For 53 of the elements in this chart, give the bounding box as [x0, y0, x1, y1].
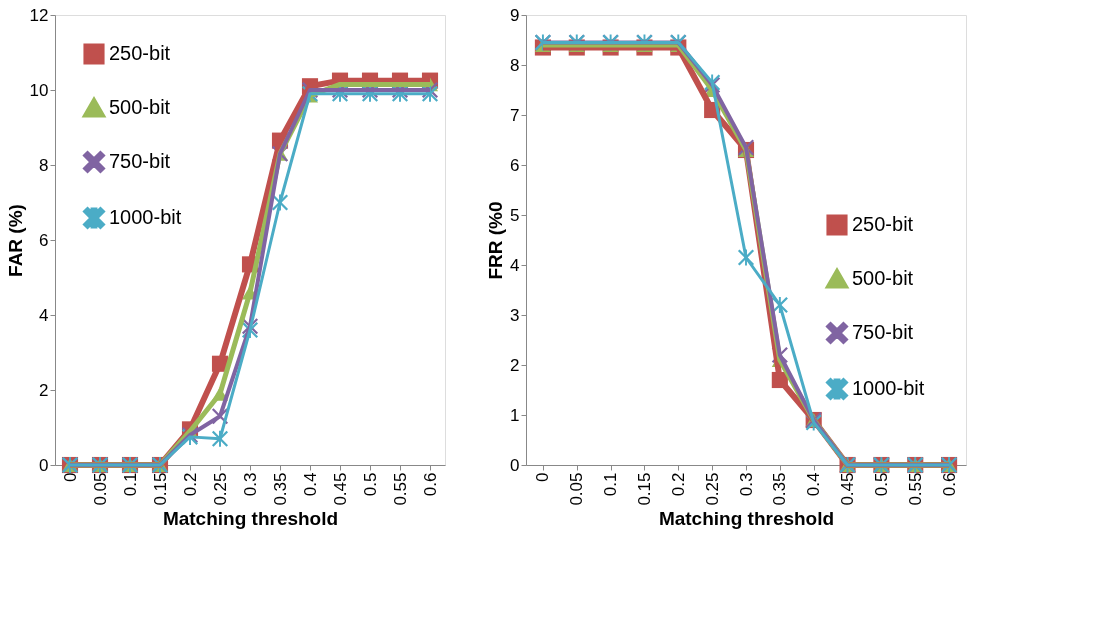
x-tick-label: 0.55	[390, 472, 410, 506]
legend-label: 500-bit	[109, 96, 171, 118]
y-tick-label: 1	[510, 405, 520, 425]
x-tick-label: 0.3	[240, 472, 260, 497]
legend-label: 750-bit	[852, 321, 914, 343]
x-tick-label: 0.45	[330, 472, 350, 506]
y-tick-label: 5	[510, 205, 520, 225]
y-tick-label: 7	[510, 105, 520, 125]
y-tick-label: 10	[29, 80, 49, 100]
y-tick-label: 3	[510, 305, 520, 325]
x-axis-title: Matching threshold	[658, 507, 835, 529]
y-tick-label: 12	[29, 5, 49, 25]
x-tick-label: 0.3	[736, 472, 756, 497]
x-tick-label: 0.25	[702, 472, 722, 506]
y-tick-label: 4	[39, 305, 49, 325]
x-tick-label: 0.45	[838, 472, 858, 506]
y-tick-label: 8	[39, 155, 49, 175]
x-tick-label: 0.5	[360, 472, 380, 497]
y-tick-label: 6	[39, 230, 49, 250]
y-tick-label: 2	[39, 380, 49, 400]
y-axis-title: FRR (%0	[485, 201, 507, 280]
y-axis-title: FAR (%)	[4, 204, 26, 277]
x-tick-label: 0.05	[567, 472, 587, 506]
x-tick-label: 0.15	[150, 472, 170, 506]
y-tick-label: 4	[510, 255, 520, 275]
x-tick-label: 0.1	[601, 472, 621, 497]
x-tick-label: 0.2	[668, 472, 688, 497]
x-tick-label: 0.15	[634, 472, 654, 506]
legend-label: 750-bit	[109, 150, 171, 172]
x-tick-label: 0.1	[120, 472, 140, 497]
x-axis-title: Matching threshold	[162, 507, 339, 529]
x-tick-label: 0.5	[871, 472, 891, 497]
x-tick-label: 0.4	[804, 472, 824, 497]
legend-label: 1000-bit	[852, 377, 925, 399]
x-tick-label: 0.25	[210, 472, 230, 506]
x-tick-label: 0.2	[180, 472, 200, 497]
legend-label: 250-bit	[852, 213, 914, 235]
x-tick-label: 0	[60, 472, 80, 482]
x-tick-label: 0.4	[300, 472, 320, 497]
x-tick-label: 0.35	[270, 472, 290, 506]
x-tick-label: 0.6	[939, 472, 959, 497]
x-tick-label: 0.35	[770, 472, 790, 506]
x-tick-label: 0	[533, 472, 553, 482]
y-tick-label: 6	[510, 155, 520, 175]
y-tick-label: 8	[510, 55, 520, 75]
legend-label: 250-bit	[109, 42, 171, 64]
y-tick-label: 9	[510, 5, 520, 25]
x-tick-label: 0.6	[420, 472, 440, 497]
x-tick-label: 0.55	[905, 472, 925, 506]
y-tick-label: 2	[510, 355, 520, 375]
legend-label: 1000-bit	[109, 206, 182, 228]
legend-label: 500-bit	[852, 267, 914, 289]
x-tick-label: 0.05	[90, 472, 110, 506]
